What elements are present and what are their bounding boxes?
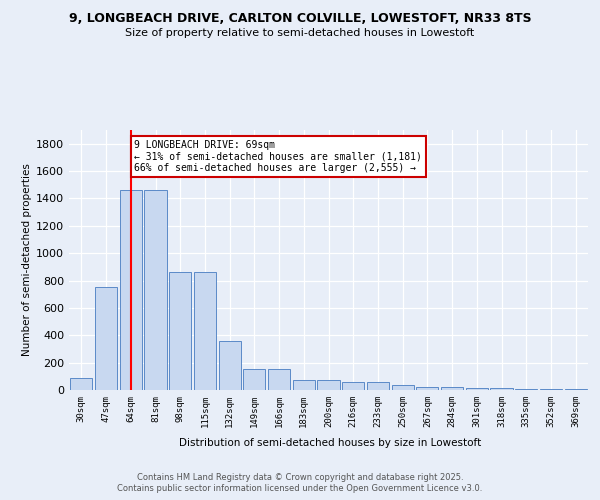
Bar xyxy=(218,342,241,390)
Bar xyxy=(392,385,414,390)
Bar xyxy=(293,380,315,390)
Bar xyxy=(194,272,216,390)
Bar xyxy=(466,388,488,390)
Text: Contains HM Land Registry data © Crown copyright and database right 2025.: Contains HM Land Registry data © Crown c… xyxy=(137,472,463,482)
Bar xyxy=(169,272,191,390)
Bar xyxy=(342,382,364,390)
Y-axis label: Number of semi-detached properties: Number of semi-detached properties xyxy=(22,164,32,356)
Bar xyxy=(268,369,290,390)
Text: Contains public sector information licensed under the Open Government Licence v3: Contains public sector information licen… xyxy=(118,484,482,493)
Bar xyxy=(70,378,92,390)
Bar xyxy=(317,380,340,390)
Text: 9 LONGBEACH DRIVE: 69sqm
← 31% of semi-detached houses are smaller (1,181)
66% o: 9 LONGBEACH DRIVE: 69sqm ← 31% of semi-d… xyxy=(134,140,422,173)
Bar xyxy=(441,388,463,390)
Bar xyxy=(416,388,439,390)
Bar xyxy=(95,286,117,390)
Bar xyxy=(565,388,587,390)
Bar xyxy=(367,382,389,390)
Bar xyxy=(490,388,512,390)
Bar xyxy=(243,369,265,390)
Bar xyxy=(540,388,562,390)
Bar xyxy=(515,388,538,390)
Bar xyxy=(145,190,167,390)
Text: Distribution of semi-detached houses by size in Lowestoft: Distribution of semi-detached houses by … xyxy=(179,438,481,448)
Bar xyxy=(119,190,142,390)
Text: Size of property relative to semi-detached houses in Lowestoft: Size of property relative to semi-detach… xyxy=(125,28,475,38)
Text: 9, LONGBEACH DRIVE, CARLTON COLVILLE, LOWESTOFT, NR33 8TS: 9, LONGBEACH DRIVE, CARLTON COLVILLE, LO… xyxy=(68,12,532,26)
